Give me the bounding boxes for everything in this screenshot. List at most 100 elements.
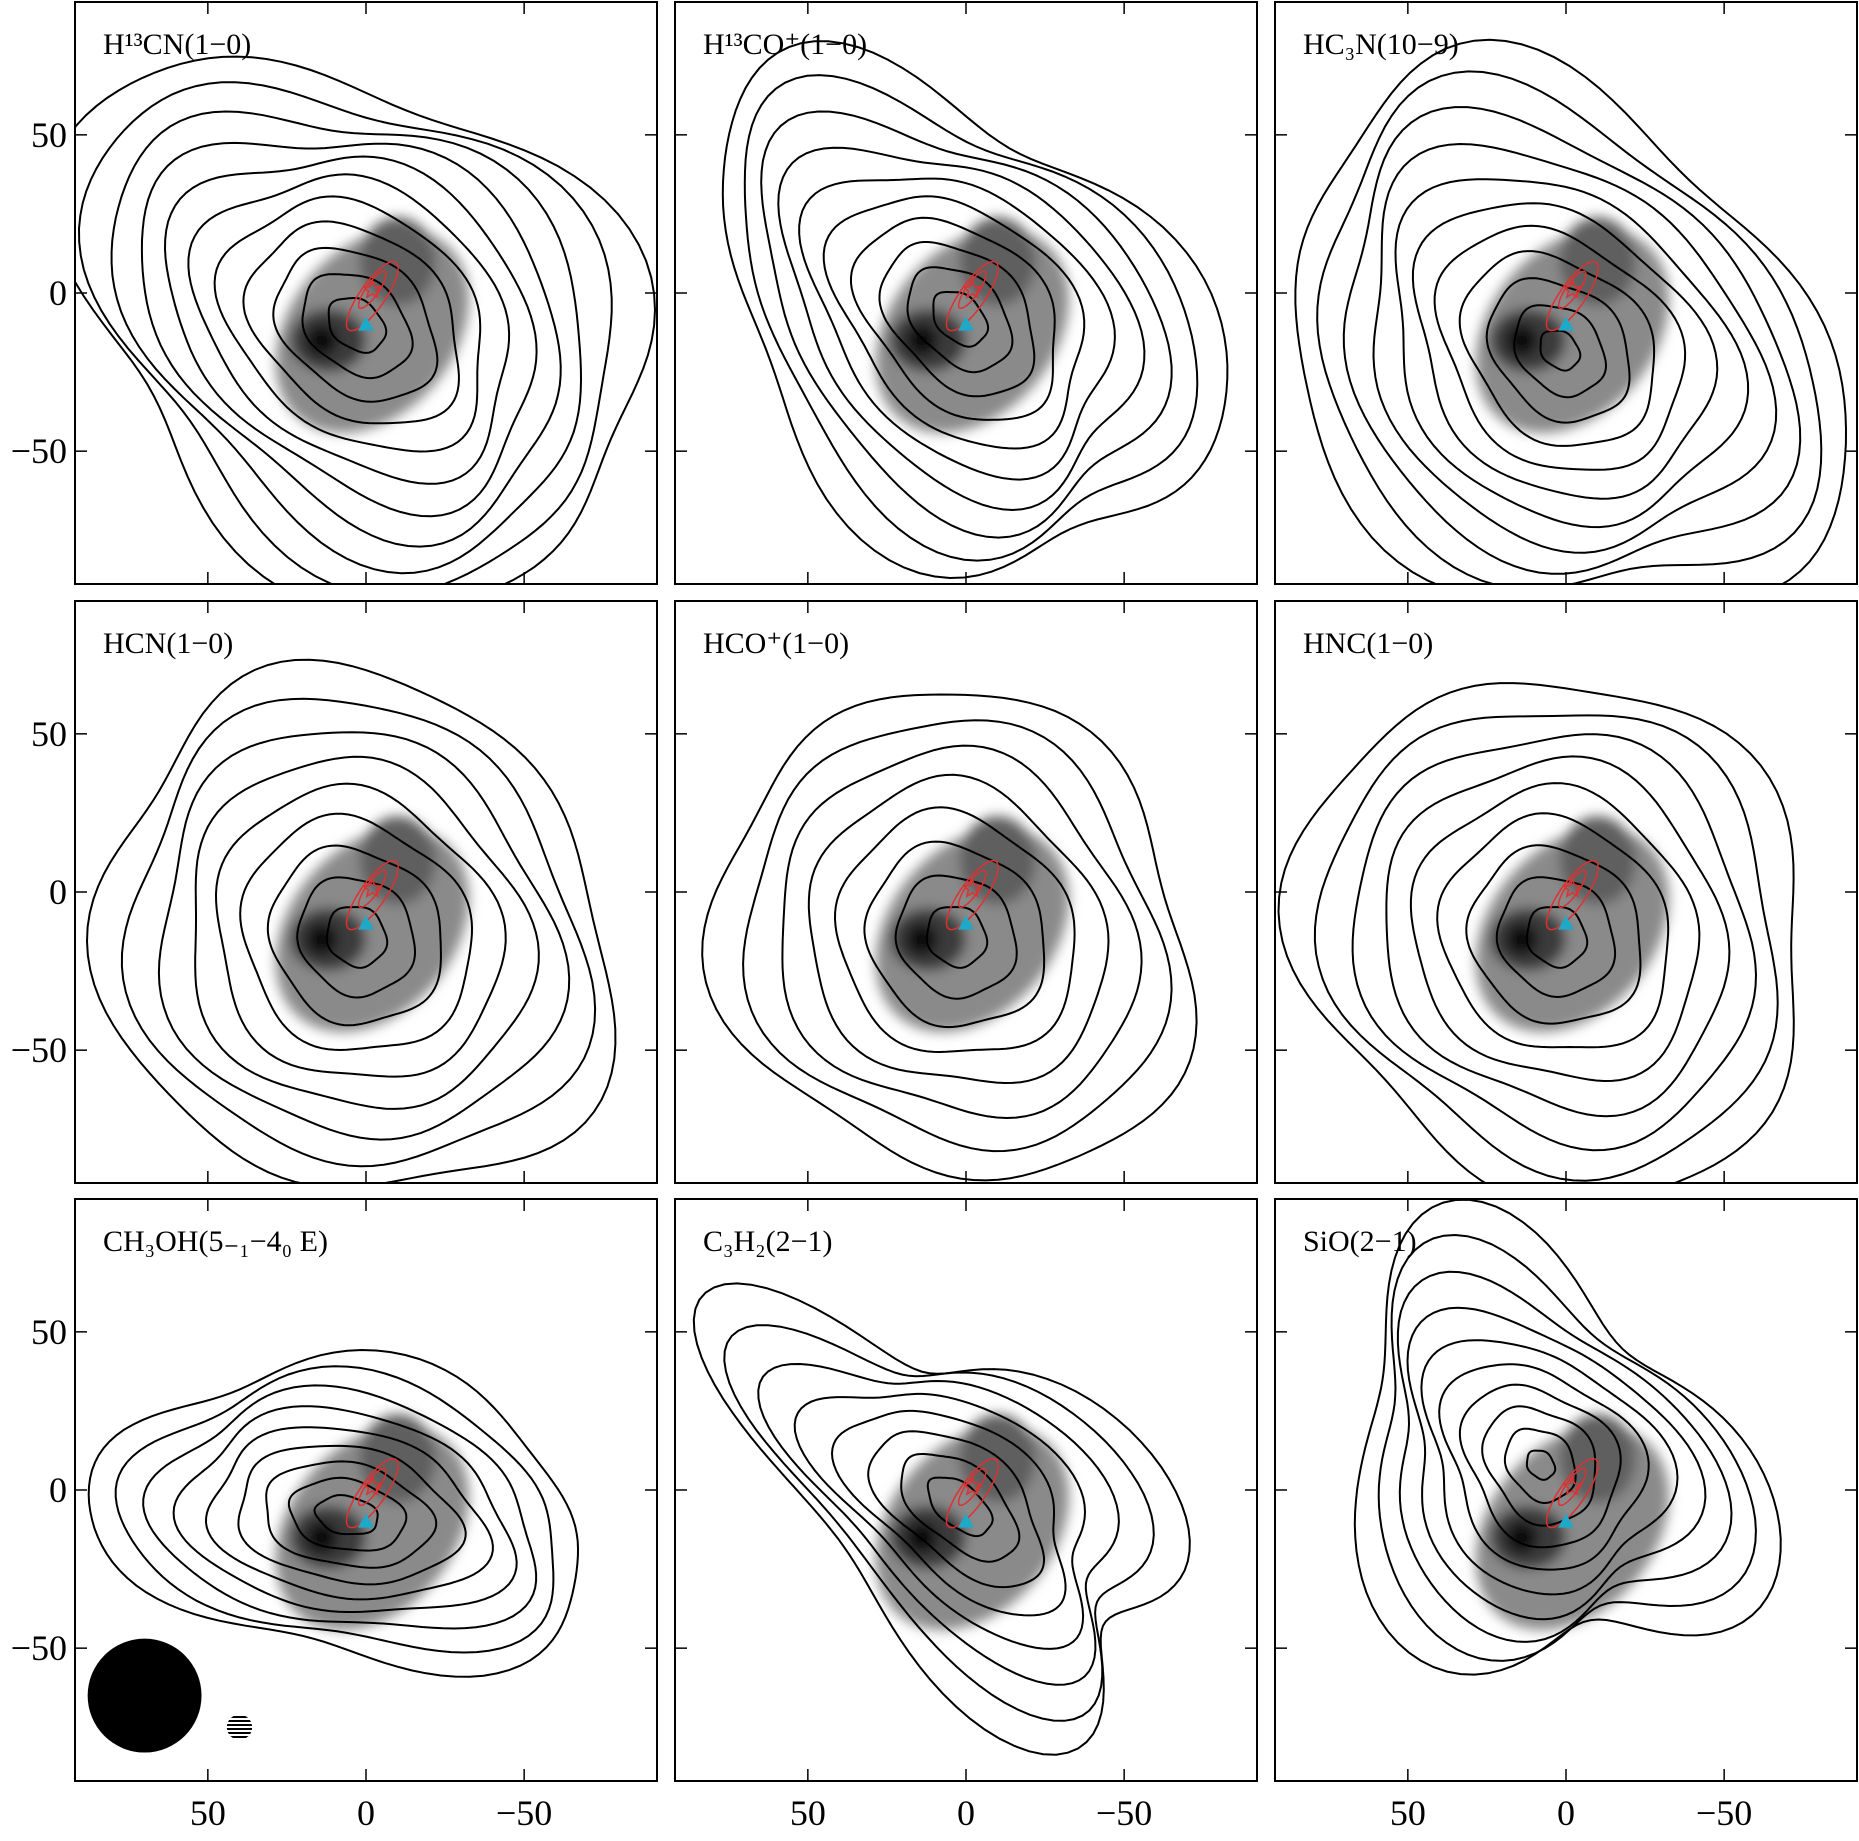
triangle-marker (1558, 316, 1574, 331)
map (1353, 1199, 1782, 1676)
x-tick-label: 0 (357, 1793, 375, 1833)
contour (1420, 1339, 1679, 1596)
panel-title: HCO⁺(1−0) (703, 627, 849, 660)
panel: HNC(1−0) (1274, 600, 1858, 1184)
contour (213, 195, 482, 453)
panel: H¹³CO⁺(1−0) (674, 1, 1258, 585)
contour (723, 1324, 1155, 1722)
triangle-marker (358, 316, 374, 331)
map (87, 1348, 580, 1753)
contour (157, 731, 571, 1141)
contour (1481, 1405, 1597, 1527)
triangle-marker (958, 1513, 974, 1528)
beam (87, 1638, 202, 1753)
star-marker (961, 1475, 983, 1496)
contour (327, 297, 388, 354)
triangle-marker (358, 915, 374, 930)
x-tick-label: 0 (957, 1793, 975, 1833)
contour (287, 1476, 408, 1552)
contour (1342, 106, 1802, 575)
contour (75, 55, 657, 584)
panel-title: HNC(1−0) (1303, 627, 1433, 660)
x-tick-label: 50 (190, 1793, 226, 1833)
contour (1436, 812, 1670, 1049)
outflow-ellipse (345, 1457, 399, 1529)
contour (1394, 178, 1750, 529)
map (701, 693, 1198, 1182)
y-tick-label: 50 (31, 115, 67, 155)
contour (172, 1405, 518, 1613)
contour (1277, 682, 1795, 1183)
contour (120, 697, 597, 1168)
contour (1525, 906, 1589, 969)
contour (1433, 224, 1687, 471)
map (1277, 682, 1795, 1183)
triangle-marker (958, 316, 974, 331)
outflow-ellipse (945, 260, 999, 332)
panel: CH₃OH(5₋₁−4₀ E) 50 0 −50 −50 0 50 (11, 1198, 658, 1833)
panel-title: H¹³CO⁺(1−0) (703, 28, 867, 61)
x-tick-label: 50 (1390, 1793, 1426, 1833)
contour (1438, 1363, 1650, 1571)
outflow-ellipse (345, 859, 399, 931)
contour (214, 782, 507, 1078)
contour (77, 81, 613, 584)
y-tick-label: −50 (11, 1030, 67, 1070)
y-tick-label: 0 (49, 1470, 67, 1510)
contour (721, 40, 1229, 580)
contour (807, 773, 1110, 1085)
y-tick-label: 0 (49, 273, 67, 313)
contour (906, 266, 1014, 374)
panel-title: CH₃OH(5₋₁−4₀ E) (103, 1225, 328, 1258)
triangle-marker (1558, 1513, 1574, 1528)
grey-emission (875, 1414, 1069, 1630)
x-tick-label: 50 (790, 1793, 826, 1833)
contour (925, 906, 989, 969)
contour (266, 844, 442, 1027)
contour (777, 146, 1146, 512)
star-marker (361, 877, 383, 898)
outflow-ellipse (945, 859, 999, 931)
star-marker (1561, 877, 1583, 898)
triangle-marker (1558, 915, 1574, 930)
contour (1313, 714, 1779, 1182)
contour (242, 220, 460, 425)
contour (163, 155, 538, 518)
contour (239, 812, 474, 1052)
contour (325, 906, 389, 969)
contour (1458, 1383, 1622, 1549)
y-tick-label: 50 (31, 714, 67, 754)
panel-title: C₃H₂(2−1) (703, 1225, 833, 1258)
panel-title: H¹³CN(1−0) (103, 28, 251, 61)
contour (878, 241, 1036, 398)
y-tick-label: 0 (49, 872, 67, 912)
contour (1316, 70, 1823, 584)
beam (226, 1714, 253, 1740)
contour (894, 874, 1018, 1000)
contour (850, 216, 1056, 421)
contour (87, 1348, 580, 1678)
contour (194, 755, 540, 1110)
grey-emission (875, 816, 1069, 1032)
star-marker (361, 278, 383, 299)
contour (692, 1282, 1191, 1756)
contour (140, 141, 562, 548)
contour (757, 1362, 1120, 1686)
contour (798, 177, 1116, 481)
contour (760, 110, 1173, 539)
contour (1385, 755, 1731, 1118)
map (85, 658, 617, 1183)
contour (204, 1426, 494, 1601)
panel: HC₃N(10−9) (1274, 1, 1858, 585)
star-marker (961, 877, 983, 898)
contour (743, 74, 1199, 562)
triangle-marker (358, 1513, 374, 1528)
contour (932, 291, 990, 348)
contour (1409, 782, 1701, 1083)
contour (900, 1453, 1021, 1563)
star-marker (1561, 1475, 1583, 1496)
star-marker (961, 278, 983, 299)
grey-emission (275, 217, 469, 433)
contour (1495, 876, 1617, 999)
